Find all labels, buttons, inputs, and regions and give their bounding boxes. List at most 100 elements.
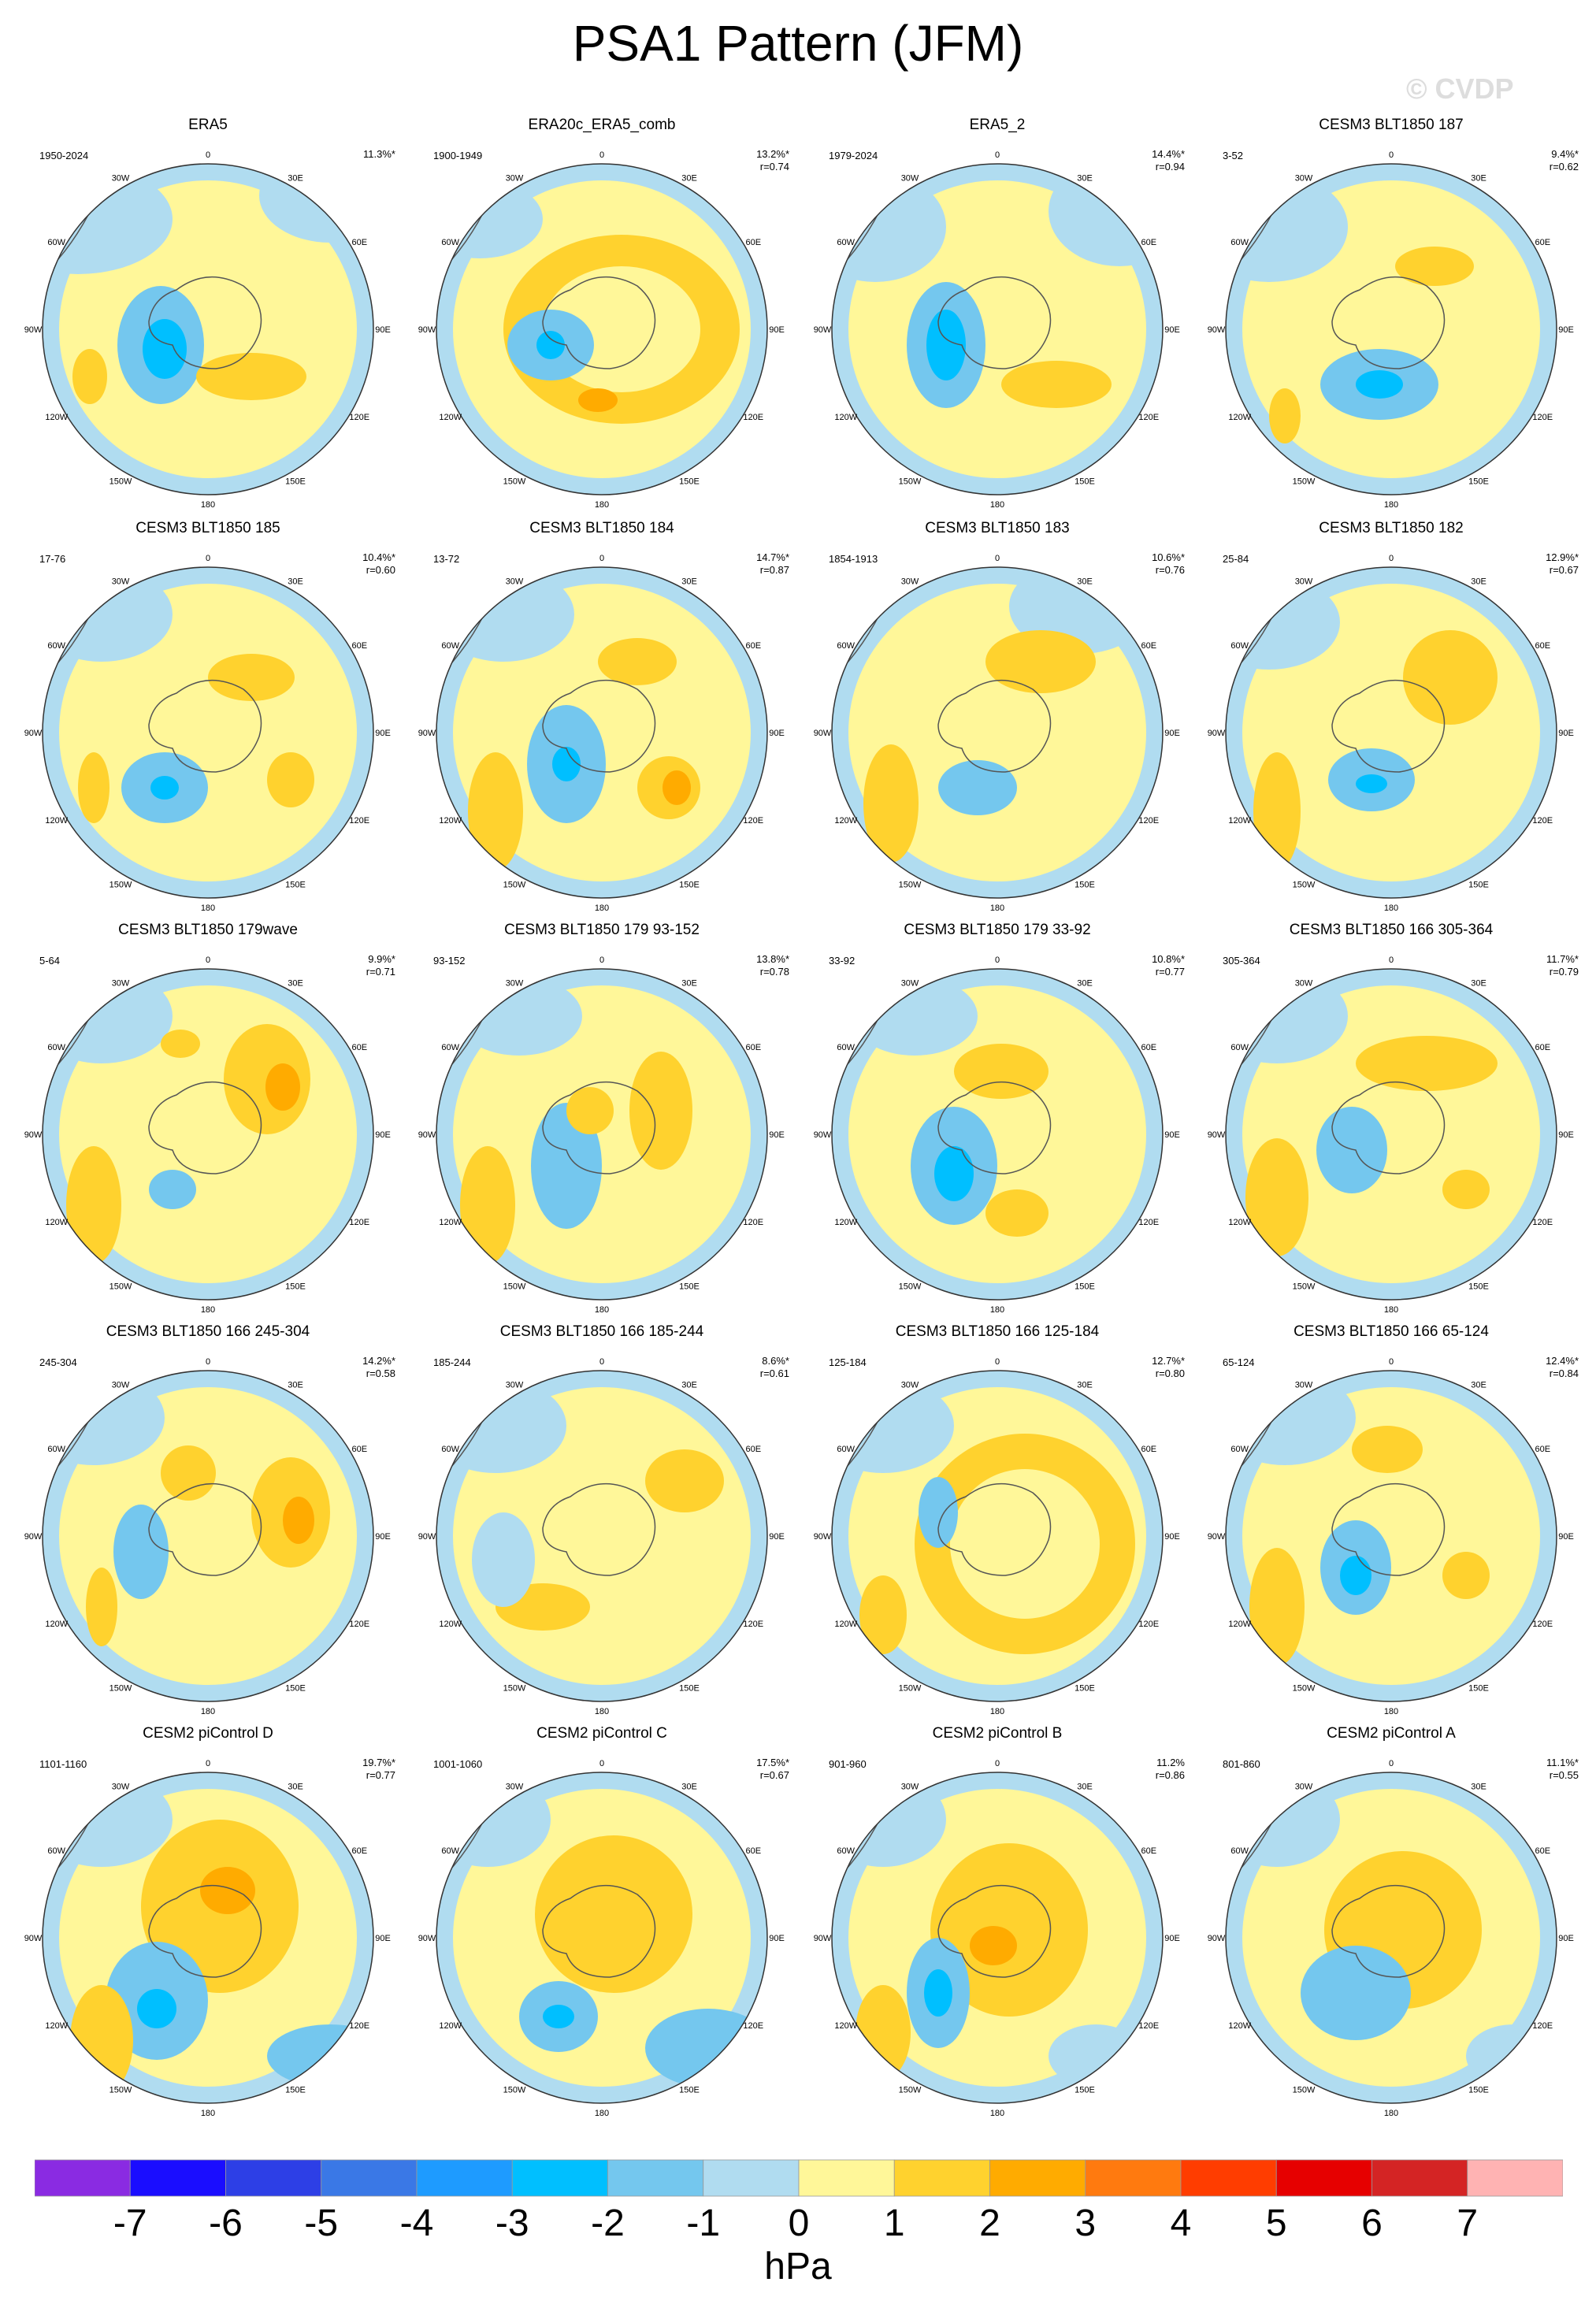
- contour-blob: [1403, 630, 1498, 725]
- map-panel: CESM2 piControl D 1101-1160 19.7%* r=0.77 0 3…: [11, 1725, 405, 2127]
- longitude-label: 120E: [1138, 413, 1159, 422]
- longitude-label: 60E: [1535, 1846, 1550, 1856]
- panel-correlation: r=0.67: [1549, 564, 1579, 576]
- antarctica-outline: [148, 1483, 262, 1576]
- longitude-label: 60E: [1535, 1043, 1550, 1052]
- map-panel: CESM3 BLT1850 179wave 5-64 9.9%* r=0.71 0 30E…: [11, 922, 405, 1323]
- panel-variance: 10.4%*: [362, 551, 395, 563]
- antarctica-outline: [148, 1885, 262, 1978]
- polar-map: 0 30E 60E 90E 120E 150E 180 150W 120W 90W 60W 30W: [1208, 150, 1574, 510]
- antarctica-outline: [1331, 1082, 1446, 1174]
- longitude-label: 150E: [1468, 477, 1489, 486]
- contour-blob: [629, 1052, 692, 1170]
- longitude-label: 0: [995, 554, 1000, 563]
- longitude-label: 120W: [439, 2021, 462, 2031]
- longitude-label: 90E: [375, 729, 391, 738]
- longitude-label: 120W: [45, 1620, 68, 1629]
- map-border: [831, 566, 1164, 899]
- longitude-label: 120E: [1532, 2021, 1553, 2031]
- antarctica-outline: [542, 1082, 656, 1174]
- map-border: [1225, 968, 1557, 1301]
- longitude-label: 90W: [24, 1934, 43, 1943]
- colorbar-tick-label: -1: [686, 2202, 721, 2244]
- longitude-label: 150W: [1293, 1282, 1316, 1291]
- panel-title: CESM3 BLT1850 166 65-124: [1294, 1323, 1489, 1340]
- contour-blob: [113, 1505, 169, 1599]
- map-panel: CESM3 BLT1850 187 3-52 9.4%* r=0.62 0 30E 60E 9…: [1194, 117, 1588, 518]
- map-panel: CESM3 BLT1850 166 305-364 305-364 11.7%* r=…: [1194, 922, 1588, 1323]
- longitude-label: 30W: [112, 174, 130, 184]
- longitude-label: 30E: [681, 1381, 697, 1390]
- polar-map: 0 30E 60E 90E 120E 150E 180 150W 120W 90W 60W 30W: [24, 955, 391, 1315]
- longitude-label: 150E: [1468, 880, 1489, 889]
- longitude-label: 0: [599, 150, 604, 160]
- longitude-label: 60E: [1535, 641, 1550, 651]
- longitude-label: 180: [990, 1305, 1004, 1315]
- contour-blob: [208, 654, 295, 701]
- panel-title: CESM3 BLT1850 166 185-244: [499, 1323, 704, 1340]
- longitude-label: 150W: [899, 1282, 922, 1291]
- longitude-label: 120W: [834, 1218, 857, 1227]
- map-panel: CESM3 BLT1850 179 33-92 33-92 10.8%* r=0.77…: [800, 922, 1194, 1323]
- longitude-label: 30W: [1295, 979, 1313, 989]
- panel-period: 125-184: [829, 1356, 867, 1368]
- longitude-label: 90W: [1208, 1130, 1226, 1140]
- longitude-label: 120W: [834, 816, 857, 826]
- panel-period: 3-52: [1223, 150, 1244, 161]
- contour-blob: [161, 1445, 216, 1501]
- contour-blob: [1226, 172, 1348, 282]
- longitude-label: 0: [599, 554, 604, 563]
- contour-blob: [543, 2005, 574, 2028]
- contour-blob: [1049, 2024, 1143, 2087]
- panel-title: CESM2 piControl C: [536, 1725, 667, 1742]
- longitude-label: 120W: [834, 1620, 857, 1629]
- polar-map: 0 30E 60E 90E 120E 150E 180 150W 120W 90W 60W 30W: [1208, 554, 1574, 913]
- contour-blob: [535, 1835, 692, 1993]
- contour-blob: [460, 1146, 515, 1264]
- longitude-label: 30E: [288, 979, 303, 989]
- longitude-label: 120E: [349, 2021, 369, 2031]
- colorbar-tick-label: 2: [979, 2202, 1000, 2244]
- longitude-label: 30W: [1295, 1783, 1313, 1792]
- map-border: [436, 1370, 768, 1702]
- longitude-label: 120E: [349, 816, 369, 826]
- longitude-label: 120E: [743, 2021, 763, 2031]
- longitude-label: 90W: [24, 325, 43, 335]
- longitude-label: 30W: [1295, 174, 1313, 184]
- longitude-label: 120W: [439, 413, 462, 422]
- colorbar-swatch: [798, 2159, 895, 2197]
- longitude-label: 30E: [1077, 979, 1093, 989]
- longitude-label: 0: [1389, 554, 1394, 563]
- panel-title: CESM3 BLT1850 166 125-184: [895, 1323, 1100, 1340]
- longitude-label: 180: [990, 500, 1004, 510]
- longitude-label: 60E: [351, 238, 367, 247]
- longitude-label: 60W: [47, 1043, 65, 1052]
- panel-variance: 12.9%*: [1546, 551, 1579, 563]
- longitude-label: 90E: [1558, 729, 1574, 738]
- longitude-label: 180: [201, 1305, 215, 1315]
- antarctica-outline: [937, 276, 1052, 369]
- polar-map: 0 30E 60E 90E 120E 150E 180 150W 120W 90W 60W 30W: [418, 150, 785, 510]
- longitude-label: 90W: [418, 1130, 436, 1140]
- contour-blob: [970, 1926, 1017, 1965]
- contour-blob: [472, 1512, 535, 1607]
- contour-blob: [938, 760, 1017, 815]
- longitude-label: 150W: [1293, 1683, 1316, 1693]
- longitude-label: 30W: [506, 1381, 524, 1390]
- antarctica-outline: [148, 1082, 262, 1174]
- map-border: [831, 968, 1164, 1301]
- colorbar-tick-label: 0: [788, 2202, 810, 2244]
- colorbar-tick-label: 5: [1265, 2202, 1287, 2244]
- longitude-label: 180: [990, 1707, 1004, 1716]
- map-panel: ERA5_2 1979-2024 14.4%* r=0.94 0 30E 60E 90E 120…: [800, 117, 1194, 518]
- longitude-label: 150W: [109, 1683, 132, 1693]
- longitude-label: 90E: [1558, 1130, 1574, 1140]
- longitude-label: 30E: [1471, 1381, 1487, 1390]
- colorbar-swatch: [1180, 2159, 1277, 2197]
- longitude-label: 150W: [1293, 880, 1316, 889]
- colorbar-swatch: [1275, 2159, 1372, 2197]
- contour-blob: [832, 1378, 954, 1473]
- longitude-label: 150E: [1468, 1282, 1489, 1291]
- longitude-label: 0: [1389, 955, 1394, 965]
- panel-correlation: r=0.60: [366, 564, 395, 576]
